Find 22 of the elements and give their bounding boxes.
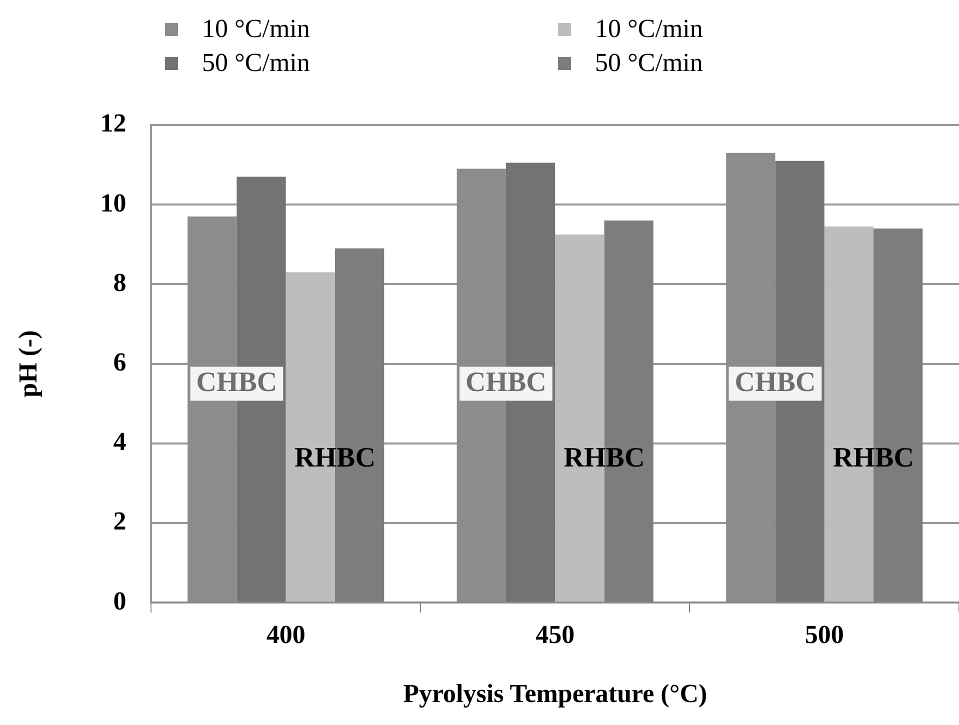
y-axis-title: pH (-) <box>13 330 42 398</box>
y-tick-label: 10 <box>100 188 126 218</box>
annotation: CHBC <box>466 366 546 398</box>
legend-label: 50 °C/min <box>595 48 703 78</box>
annotation: RHBC <box>564 442 645 474</box>
x-tick-label: 450 <box>536 620 575 649</box>
x-tick-label: 400 <box>266 620 306 649</box>
y-tick-label: 12 <box>100 108 126 138</box>
y-tick-label: 0 <box>113 586 126 616</box>
annotation: RHBC <box>833 442 914 474</box>
legend-label: 50 °C/min <box>202 48 310 78</box>
annotation: CHBC <box>734 366 816 398</box>
x-axis-title: Pyrolysis Temperature (°C) <box>403 679 708 708</box>
y-tick-label: 6 <box>113 348 126 377</box>
legend-label: 10 °C/min <box>202 14 310 44</box>
y-tick-label: 8 <box>113 268 126 297</box>
y-tick-label: 4 <box>113 427 126 456</box>
x-tick-label: 500 <box>804 620 844 649</box>
legend-label: 10 °C/min <box>595 14 703 44</box>
annotation: RHBC <box>294 442 376 474</box>
annotation: CHBC <box>196 366 278 398</box>
y-tick-label: 2 <box>113 506 126 536</box>
